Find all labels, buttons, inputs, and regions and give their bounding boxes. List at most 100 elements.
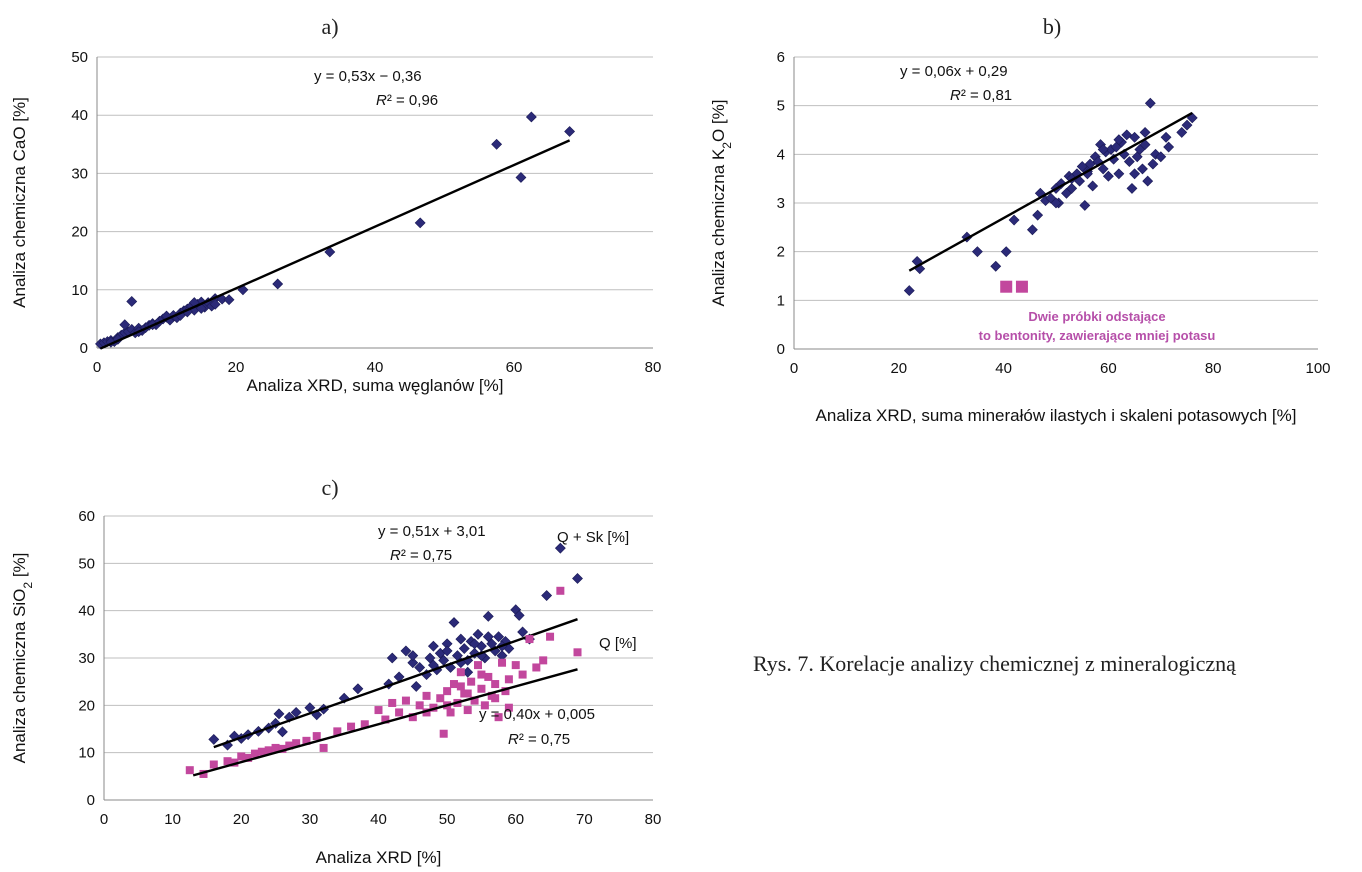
x-tick-label: 80 xyxy=(645,811,662,828)
trendline xyxy=(213,618,578,749)
x-tick-label: 50 xyxy=(439,811,456,828)
trendline-equation: y = 0,51x + 3,01 xyxy=(378,523,486,540)
data-point-square xyxy=(257,747,266,756)
trendline xyxy=(908,111,1193,272)
y-tick-label: 20 xyxy=(71,224,88,241)
y-tick-label: 0 xyxy=(777,341,785,358)
data-point-square xyxy=(449,680,458,689)
data-point-diamond xyxy=(1139,139,1151,151)
data-point-square xyxy=(504,703,513,712)
data-point-square xyxy=(546,632,555,641)
y-tick-label: 3 xyxy=(777,195,785,212)
data-point-square xyxy=(285,741,294,750)
y-tick-label: 10 xyxy=(78,745,95,762)
data-point-square xyxy=(278,744,287,753)
x-tick-label: 70 xyxy=(576,811,593,828)
data-point-diamond xyxy=(482,610,494,622)
data-point-square xyxy=(474,661,483,670)
data-point-square xyxy=(484,672,493,681)
data-point-square xyxy=(395,708,404,717)
data-point-square xyxy=(185,766,194,775)
data-point-square xyxy=(511,661,520,670)
x-tick-label: 80 xyxy=(645,359,662,376)
data-point-square xyxy=(463,689,472,698)
data-point-diamond xyxy=(458,643,470,654)
data-point-diamond xyxy=(469,638,480,650)
series-label: Q + Sk [%] xyxy=(557,529,629,546)
x-axis-label: Analiza XRD, suma minerałów ilastych i s… xyxy=(816,406,1297,425)
data-point-square xyxy=(292,739,301,748)
data-point-square xyxy=(477,670,486,679)
data-point-diamond xyxy=(324,246,336,258)
data-point-diamond xyxy=(482,631,494,643)
r-squared-label: R² = 0,81 xyxy=(950,87,1012,104)
panel-label: a) xyxy=(321,14,338,39)
data-point-square xyxy=(1000,280,1013,293)
data-point-square xyxy=(302,736,311,745)
data-point-diamond xyxy=(1079,200,1091,211)
data-point-diamond xyxy=(1176,127,1188,138)
data-point-square xyxy=(480,701,489,710)
data-point-square xyxy=(429,703,438,712)
r-squared-label: R² = 0,75 xyxy=(508,731,570,748)
data-point-square xyxy=(360,720,369,729)
data-point-diamond xyxy=(903,285,915,297)
r-squared-label: R² = 0,96 xyxy=(376,92,438,109)
x-tick-label: 0 xyxy=(790,360,798,377)
data-point-diamond xyxy=(1000,246,1012,258)
data-point-diamond xyxy=(541,590,553,601)
y-tick-label: 0 xyxy=(87,792,95,809)
data-point-diamond xyxy=(1113,134,1125,146)
data-point-square xyxy=(244,753,253,762)
data-point-square xyxy=(401,696,410,705)
data-point-diamond xyxy=(1097,144,1109,155)
data-point-diamond xyxy=(1147,158,1159,170)
x-tick-label: 80 xyxy=(1205,360,1222,377)
data-point-square xyxy=(381,715,390,724)
x-tick-label: 60 xyxy=(1100,360,1117,377)
data-point-square xyxy=(264,746,273,755)
data-point-diamond xyxy=(1163,141,1175,153)
data-point-square xyxy=(230,758,239,767)
data-point-square xyxy=(415,701,424,710)
x-tick-label: 20 xyxy=(890,360,907,377)
x-tick-label: 40 xyxy=(370,811,387,828)
data-point-square xyxy=(223,757,232,766)
data-point-square xyxy=(408,713,417,722)
series-label: Q [%] xyxy=(599,635,637,652)
data-point-square xyxy=(319,743,328,752)
data-point-square xyxy=(209,760,218,769)
series-1 xyxy=(903,97,1198,297)
data-point-diamond xyxy=(400,645,412,657)
x-tick-label: 0 xyxy=(100,811,108,828)
data-point-diamond xyxy=(273,708,285,720)
x-tick-label: 60 xyxy=(506,359,523,376)
y-tick-label: 50 xyxy=(78,555,95,572)
y-tick-label: 30 xyxy=(78,650,95,667)
data-point-square xyxy=(463,706,472,715)
data-point-square xyxy=(436,694,445,703)
data-point-diamond xyxy=(208,733,220,745)
data-point-diamond xyxy=(119,319,131,331)
data-point-diamond xyxy=(572,573,583,584)
data-point-square xyxy=(494,713,503,722)
data-point-diamond xyxy=(493,631,505,643)
y-tick-label: 5 xyxy=(777,98,785,115)
x-tick-label: 0 xyxy=(93,359,101,376)
data-point-diamond xyxy=(352,683,364,695)
data-point-square xyxy=(439,729,448,738)
data-point-square xyxy=(456,682,465,691)
y-tick-label: 10 xyxy=(71,282,88,299)
y-tick-label: 30 xyxy=(71,165,88,182)
data-point-diamond xyxy=(1137,163,1148,175)
data-point-diamond xyxy=(414,662,426,673)
x-tick-label: 10 xyxy=(164,811,181,828)
data-point-square xyxy=(347,722,356,731)
x-tick-label: 20 xyxy=(228,359,245,376)
x-tick-label: 60 xyxy=(507,811,524,828)
r-squared-label: R² = 0,75 xyxy=(390,547,452,564)
data-point-diamond xyxy=(424,652,436,664)
data-point-square xyxy=(498,658,507,667)
